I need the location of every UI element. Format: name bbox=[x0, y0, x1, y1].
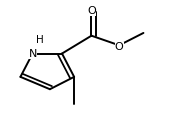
Text: N: N bbox=[28, 49, 37, 59]
Text: H: H bbox=[36, 35, 43, 45]
Text: O: O bbox=[87, 6, 96, 16]
Text: O: O bbox=[115, 42, 124, 52]
